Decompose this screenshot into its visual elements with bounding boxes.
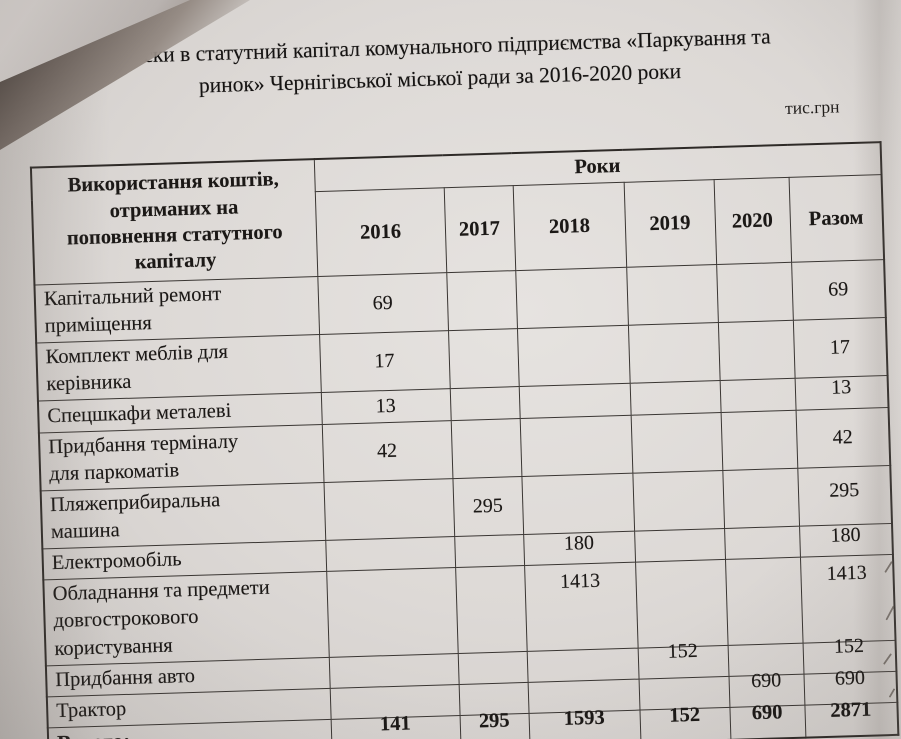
capital-contributions-table: Використання коштів, отриманих на поповн… — [29, 140, 900, 739]
row-label: Придбання авто — [54, 664, 196, 691]
value-cell — [521, 473, 635, 535]
value-cell: 17 — [319, 330, 450, 393]
value-cell: 69 — [317, 272, 449, 335]
value-cell — [328, 653, 459, 688]
value-cell — [455, 565, 527, 654]
year-column-header-2018: 2018 — [512, 182, 627, 271]
value-text: 141 — [379, 712, 411, 736]
value-cell — [630, 412, 723, 474]
value-cell — [526, 647, 639, 683]
value-cell: 13 — [320, 388, 451, 425]
value-cell — [450, 418, 522, 479]
page-edge-shadow — [853, 0, 901, 739]
value-text: 13 — [830, 376, 852, 399]
value-text: 69 — [372, 291, 393, 315]
usage-column-header: Використання коштів, отриманих на поповн… — [30, 158, 318, 286]
value-cell: 690 — [729, 701, 806, 739]
year-column-header-2019: 2019 — [623, 179, 717, 268]
value-cell — [325, 536, 456, 572]
value-text: 690 — [750, 669, 782, 693]
value-cell — [448, 328, 519, 389]
value-cell — [519, 415, 633, 477]
value-cell — [516, 325, 630, 387]
row-label: Пляжеприбиральна машина — [49, 489, 221, 544]
value-cell: 42 — [321, 420, 453, 483]
value-cell — [629, 380, 721, 416]
value-cell — [518, 383, 631, 419]
row-label: Електромобіль — [51, 548, 182, 575]
row-label: Капітальний ремонт приміщення — [43, 282, 222, 338]
value-cell — [326, 567, 458, 657]
value-text: 42 — [832, 426, 853, 449]
value-cell — [632, 470, 725, 532]
value-text: 1593 — [563, 706, 606, 730]
value-text: 17 — [829, 336, 851, 359]
value-text: 690 — [751, 701, 783, 725]
value-cell — [446, 270, 517, 331]
row-label: Комплект меблів для керівника — [45, 340, 229, 396]
value-cell — [722, 468, 800, 529]
value-cell — [454, 534, 525, 568]
row-label-cell: Капітальний ремонт приміщення — [34, 276, 320, 344]
value-cell — [725, 557, 803, 645]
value-text: 42 — [376, 439, 398, 463]
value-cell: 295 — [459, 709, 530, 739]
value-cell — [634, 528, 726, 563]
value-cell: 152 — [637, 640, 729, 679]
value-text: 295 — [478, 709, 510, 733]
year-column-header-2020: 2020 — [713, 177, 792, 265]
year-column-header-2017: 2017 — [443, 185, 516, 273]
value-text: 152 — [667, 639, 699, 663]
value-text: 180 — [563, 531, 595, 555]
value-cell — [449, 386, 520, 421]
value-cell — [719, 378, 796, 413]
value-text: 152 — [668, 703, 701, 727]
value-cell: 152 — [639, 703, 731, 739]
row-label-cell: Пляжеприбиральна машина — [40, 482, 326, 550]
value-cell: 295 — [452, 476, 524, 537]
row-label-cell: Комплект меблів для керівника — [36, 334, 321, 402]
value-cell — [627, 322, 720, 384]
value-cell — [457, 651, 528, 685]
row-label-cell: Обладнання та предмети довгострокового к… — [43, 571, 329, 666]
usage-column-header-text: Використання коштів, отриманих на поповн… — [66, 168, 283, 274]
value-text: 13 — [375, 394, 397, 418]
value-text: 295 — [472, 494, 504, 518]
row-label: Придбання терміналу для паркоматів — [48, 430, 239, 486]
value-cell — [323, 478, 455, 541]
value-cell — [720, 410, 798, 471]
value-cell: 180 — [523, 531, 636, 566]
value-cell — [635, 559, 728, 648]
value-cell — [724, 526, 800, 560]
value-text: 17 — [374, 349, 395, 373]
value-cell — [717, 320, 795, 381]
row-label: Обладнання та предмети довгострокового к… — [52, 577, 270, 660]
row-label: Трактор — [55, 697, 127, 722]
value-cell — [716, 262, 793, 323]
year-column-header-2016: 2016 — [314, 187, 447, 277]
value-text: 1413 — [559, 570, 601, 594]
value-cell: 1413 — [524, 562, 638, 652]
value-cell — [515, 267, 628, 329]
row-label-cell: Придбання терміналу для паркоматів — [38, 424, 324, 492]
value-cell — [626, 264, 718, 326]
row-label: Спецшкафи металеві — [47, 399, 232, 427]
value-text: 69 — [827, 278, 849, 301]
value-cell: 1593 — [528, 706, 641, 739]
value-cell: 141 — [330, 712, 461, 739]
